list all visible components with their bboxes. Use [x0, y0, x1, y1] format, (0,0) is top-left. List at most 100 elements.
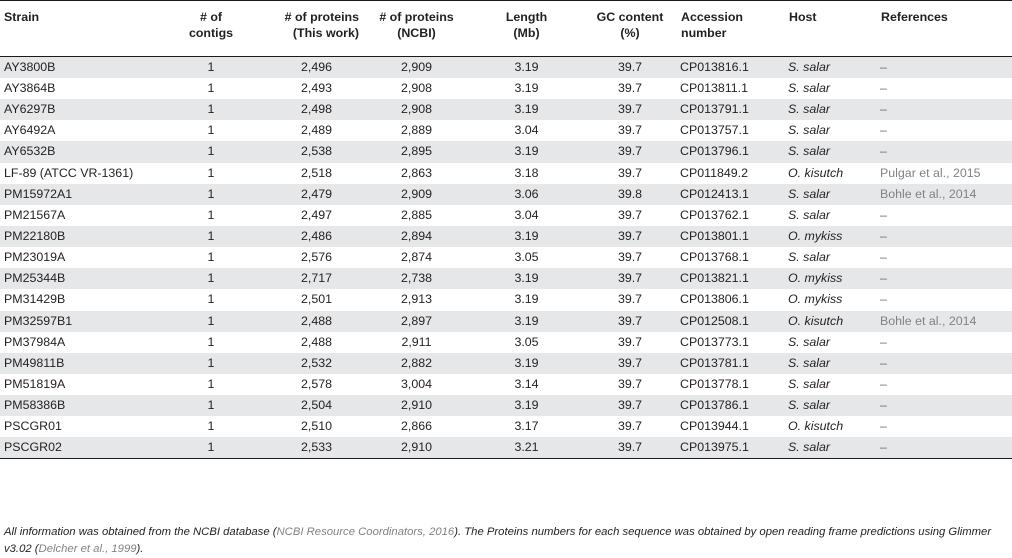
- cell-accession-number: CP011849.2: [680, 165, 748, 180]
- cell-proteins-this-work: 2,497: [300, 207, 332, 222]
- cell-gc-content: 39.7: [617, 271, 643, 286]
- table-row: PM25344B 1 2,717 2,738 3.19 39.7 CP013821.1 O. …: [0, 268, 1012, 290]
- cell-proteins-this-work: 2,488: [300, 313, 332, 328]
- cell-accession-number: CP013786.1: [680, 398, 749, 413]
- cell-references: –: [880, 398, 887, 413]
- cell-proteins-ncbi: 3,004: [400, 377, 432, 392]
- cell-length: 3.19: [514, 229, 539, 244]
- cell-references[interactable]: Bohle et al., 2014: [880, 313, 977, 328]
- column-header-contigs: # of contigs: [172, 0, 250, 57]
- cell-strain: PM37984A: [4, 334, 66, 349]
- table-row: PM23019A 1 2,576 2,874 3.05 39.7 CP013768.1 S. …: [0, 247, 1012, 269]
- table-row: AY6297B 1 2,498 2,908 3.19 39.7 CP013791.1 S. s…: [0, 99, 1012, 121]
- cell-accession-number: CP013806.1: [680, 292, 749, 307]
- cell-references[interactable]: Pulgar et al., 2015: [880, 165, 981, 180]
- cell-strain: PM21567A: [4, 207, 66, 222]
- cell-gc-content: 39.7: [617, 81, 643, 96]
- cell-length: 3.04: [514, 207, 539, 222]
- footnote-citation-delcher[interactable]: Delcher et al., 1999: [38, 543, 137, 555]
- footnote-text-2: ). The Proteins numbers for each sequenc…: [4, 526, 992, 555]
- cell-contigs: 1: [207, 102, 215, 117]
- cell-length: 3.18: [514, 165, 539, 180]
- column-header-label: Accession: [681, 10, 743, 24]
- cell-proteins-ncbi: 2,863: [400, 165, 432, 180]
- column-header-label: number: [681, 26, 727, 40]
- cell-strain: PM51819A: [4, 377, 66, 392]
- cell-references: –: [880, 60, 887, 74]
- cell-proteins-this-work: 2,498: [300, 102, 332, 117]
- cell-host: S. salar: [788, 398, 831, 413]
- column-header-label: (This work): [292, 26, 359, 40]
- table-row: PM58386B 1 2,504 2,910 3.19 39.7 CP013786.1 S. …: [0, 395, 1012, 417]
- cell-gc-content: 39.7: [617, 102, 643, 117]
- cell-proteins-ncbi: 2,911: [401, 334, 432, 349]
- cell-strain: PM58386B: [4, 398, 66, 413]
- cell-host: S. salar: [788, 60, 831, 74]
- cell-host: S. salar: [788, 377, 831, 392]
- cell-accession-number: CP013801.1: [680, 229, 749, 244]
- cell-references: –: [880, 334, 887, 349]
- column-header-strain: Strain: [0, 0, 172, 57]
- cell-references[interactable]: Bohle et al., 2014: [880, 186, 977, 201]
- column-header-label: References: [881, 10, 948, 24]
- cell-length: 3.14: [514, 377, 539, 392]
- cell-references: –: [880, 355, 887, 370]
- table-body: AY3800B 1 2,496 2,909 3.19 39.7 CP013816.1 S. s…: [0, 56, 1012, 460]
- cell-strain: PSCGR02: [0, 437, 172, 460]
- cell-proteins-this-work: 2,496: [300, 60, 332, 74]
- column-header-label: GC content: [596, 10, 664, 24]
- cell-strain: LF-89 (ATCC VR-1361): [4, 165, 134, 180]
- cell-proteins-this-work: 2,578: [300, 377, 332, 392]
- table-header: Strain # of contigs # of proteins (This work…: [0, 0, 1012, 57]
- cell-references: –: [880, 271, 887, 286]
- cell-proteins-this-work: 2,576: [300, 250, 332, 265]
- cell-accession-number: CP012413.1: [680, 186, 749, 201]
- column-header-gc-content: GC content (%): [580, 0, 680, 57]
- cell-contigs: 1: [207, 60, 215, 74]
- column-header-label: contigs: [188, 26, 234, 40]
- cell-contigs: 1: [207, 165, 215, 180]
- cell-references: –: [880, 207, 887, 222]
- table-row: PM51819A 1 2,578 3,004 3.14 39.7 CP013778.1 S. …: [0, 373, 1012, 396]
- cell-strain: AY3800B: [4, 60, 56, 74]
- cell-gc-content: 39.7: [617, 313, 643, 328]
- cell-host: S. salar: [788, 123, 831, 138]
- column-header-label: # of proteins: [284, 10, 359, 24]
- cell-host: O. kisutch: [788, 419, 844, 434]
- cell-proteins-ncbi: 2,889: [400, 123, 432, 138]
- header-row: Strain # of contigs # of proteins (This work…: [0, 0, 1012, 57]
- cell-contigs: 1: [207, 313, 215, 328]
- cell-gc-content: 39.8: [617, 186, 643, 201]
- cell-accession-number: CP013811.1: [680, 81, 748, 96]
- cell-length: 3.19: [514, 313, 539, 328]
- cell-accession-number: CP013791.1: [680, 102, 749, 117]
- table-row: PM31429B 1 2,501 2,913 3.19 39.7 CP013806.1 O. …: [0, 289, 1012, 311]
- column-header-label: Host: [789, 10, 817, 24]
- cell-gc-content: 39.7: [617, 60, 643, 74]
- column-header-label: # of proteins: [379, 10, 454, 24]
- table-row: AY3864B 1 2,493 2,908 3.19 39.7 CP013811.1 S. s…: [0, 78, 1012, 100]
- cell-contigs: 1: [207, 144, 215, 159]
- cell-contigs: 1: [207, 377, 215, 392]
- cell-host: S. salar: [788, 186, 831, 201]
- cell-references: –: [880, 377, 887, 392]
- cell-accession-number: CP013768.1: [680, 250, 749, 265]
- cell-contigs: 1: [207, 398, 215, 413]
- cell-accession-number: CP013778.1: [680, 377, 749, 392]
- column-header-length: Length (Mb): [473, 0, 580, 57]
- cell-gc-content: 39.7: [617, 165, 643, 180]
- table-row: PM15972A1 1 2,479 2,909 3.06 39.8 CP012413.1 S.…: [0, 183, 1012, 205]
- cell-references: –: [880, 229, 887, 244]
- cell-gc-content: 39.7: [580, 437, 680, 460]
- cell-proteins-ncbi: 2,913: [400, 292, 432, 307]
- cell-length: 3.19: [514, 398, 539, 413]
- cell-strain: AY3864B: [4, 81, 56, 96]
- cell-references: –: [880, 419, 887, 434]
- table-footnote: All information was obtained from the NC…: [4, 524, 1008, 558]
- cell-accession-number: CP013757.1: [680, 123, 749, 138]
- table-row: AY6492A 1 2,489 2,889 3.04 39.7 CP013757.1 S. s…: [0, 120, 1012, 142]
- cell-proteins-ncbi: 2,910: [360, 437, 473, 460]
- footnote-citation-ncbi[interactable]: NCBI Resource Coordinators, 2016: [276, 526, 455, 538]
- cell-gc-content: 39.7: [617, 144, 643, 159]
- cell-accession-number: CP013821.1: [680, 271, 749, 286]
